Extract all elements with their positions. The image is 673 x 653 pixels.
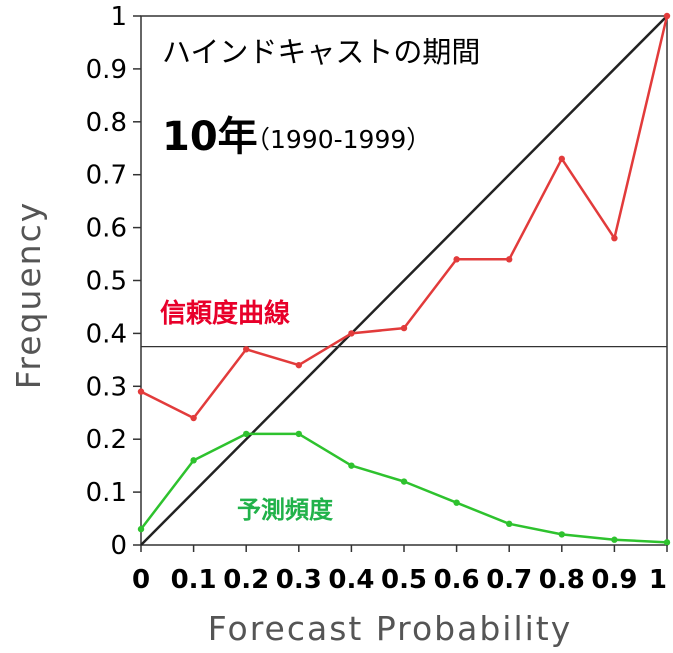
- x-tick-label: 0.2: [223, 565, 269, 595]
- y-tick-label: 0.6: [86, 214, 127, 244]
- series-1-point-9: [611, 536, 618, 543]
- y-axis-label: Frequency: [9, 201, 48, 389]
- y-tick-label: 0.1: [86, 478, 127, 508]
- period-main: 10年: [162, 114, 258, 160]
- y-tick-label: 0.5: [86, 267, 127, 297]
- series-0-point-6: [453, 256, 460, 263]
- y-tick-label: 0.7: [86, 161, 127, 191]
- series-0-point-8: [558, 155, 565, 163]
- series-0-point-7: [506, 256, 513, 263]
- series-1-point-1: [190, 457, 197, 464]
- y-tick-label: 0.4: [86, 319, 127, 349]
- series-1-point-0: [137, 525, 145, 533]
- y-tick-label: 1: [110, 2, 127, 32]
- series-1-point-10: [663, 539, 671, 546]
- series-0-point-0: [137, 388, 145, 395]
- series-1-point-3: [295, 430, 302, 438]
- x-tick-label: 0.9: [591, 565, 637, 595]
- period-years: （1990-1999）: [245, 125, 431, 154]
- y-tick-label: 0.3: [86, 372, 127, 402]
- y-tick-label: 0.9: [86, 55, 127, 85]
- series-0-point-1: [190, 414, 197, 422]
- series-0-point-2: [243, 346, 250, 353]
- x-tick-label: 0.5: [381, 565, 427, 595]
- series-0-point-10: [663, 12, 671, 20]
- hindcast-title: ハインドキャストの期間: [162, 35, 480, 69]
- forecast-frequency-label: 予測頻度: [237, 496, 334, 524]
- x-tick-label: 1: [649, 565, 667, 595]
- series-1-point-6: [453, 499, 460, 506]
- y-tick-label: 0.8: [86, 108, 127, 138]
- x-tick-label: 0.3: [276, 565, 322, 595]
- series-0-point-3: [295, 361, 302, 369]
- series-line-0: [140, 15, 669, 420]
- series-1-point-7: [506, 520, 513, 528]
- perfect-reliability-diagonal: [140, 15, 668, 546]
- x-tick-label: 0: [132, 565, 150, 595]
- x-tick-label: 0.7: [486, 565, 532, 595]
- y-tick-label: 0.2: [86, 425, 127, 455]
- series-1-point-2: [243, 430, 250, 438]
- series-1-point-4: [348, 462, 355, 469]
- x-tick-label: 0.8: [539, 565, 585, 595]
- series-line-1: [140, 432, 668, 544]
- series-0-point-4: [348, 330, 355, 337]
- x-tick-label: 0.6: [434, 565, 480, 595]
- series-0-point-5: [400, 324, 408, 332]
- reliability-curve-label: 信頼度曲線: [160, 298, 290, 329]
- x-tick-label: 0.4: [328, 565, 374, 595]
- x-axis-label: Forecast Probability: [208, 609, 573, 648]
- series-1-point-8: [558, 531, 565, 538]
- x-tick-label: 0.1: [171, 565, 217, 595]
- series-1-point-5: [400, 478, 408, 485]
- y-tick-label: 0: [110, 531, 127, 561]
- series-0-point-9: [611, 234, 618, 242]
